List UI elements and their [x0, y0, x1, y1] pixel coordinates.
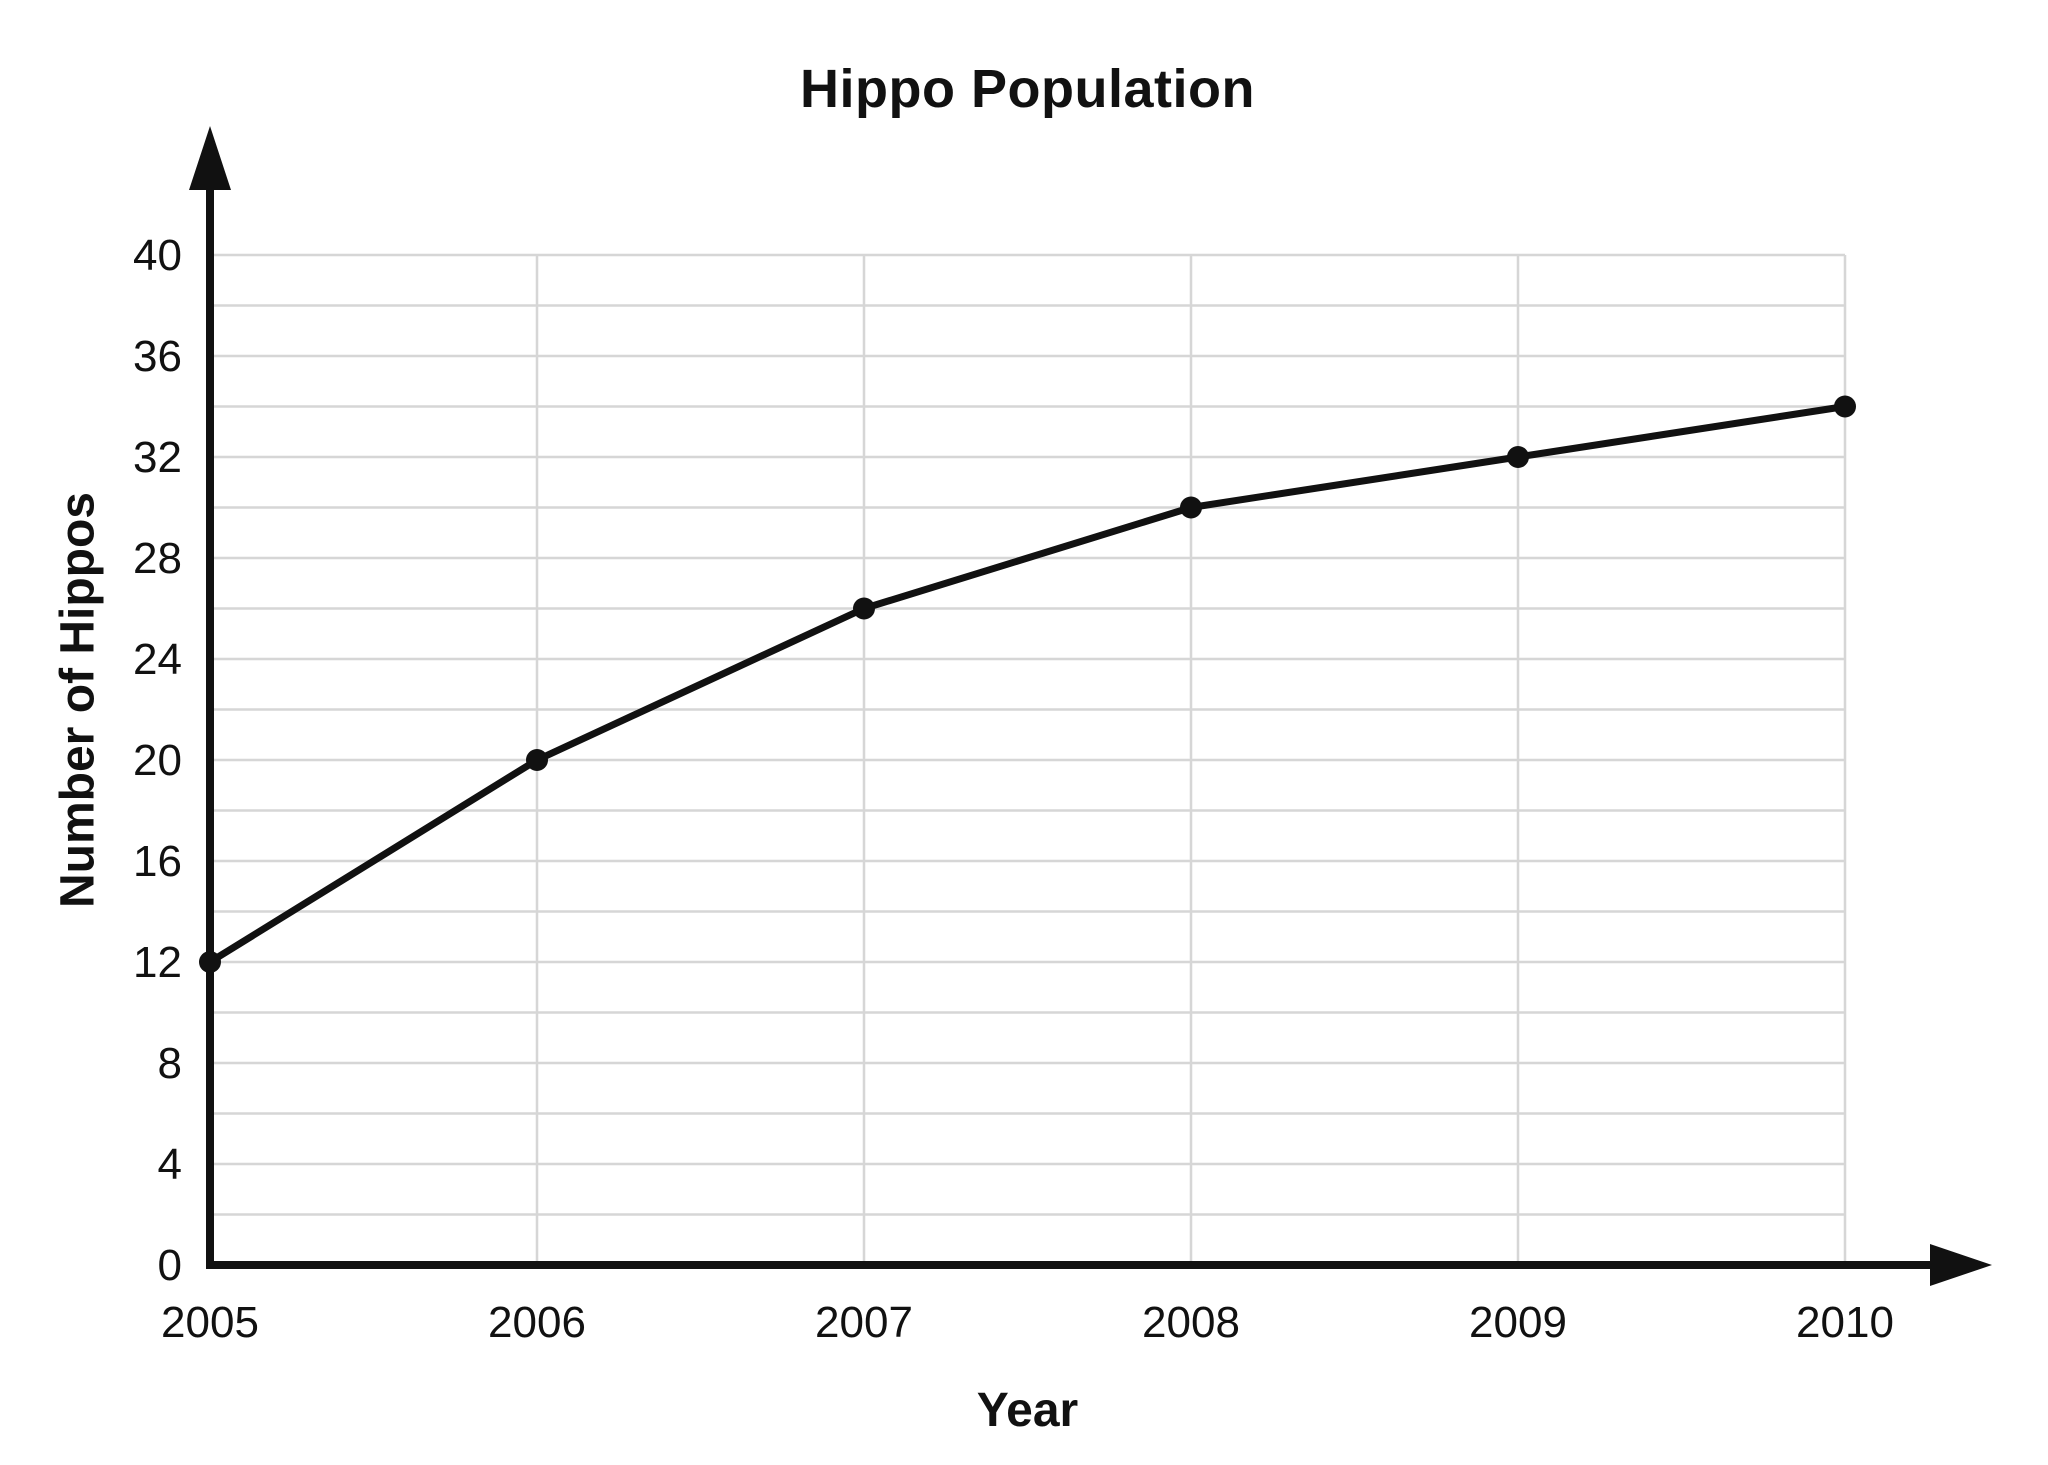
x-tick-label: 2008 — [1142, 1298, 1240, 1347]
y-axis-arrowhead — [189, 126, 231, 190]
y-tick-label: 20 — [133, 736, 182, 785]
y-tick-label: 36 — [133, 332, 182, 381]
data-line — [206, 403, 1849, 966]
data-point — [1834, 395, 1856, 418]
chart-title: Hippo Population — [800, 59, 1255, 119]
y-tick-label: 32 — [133, 433, 182, 482]
y-tick-label: 28 — [133, 534, 182, 583]
data-point — [199, 951, 221, 973]
x-axis-arrowhead — [1930, 1244, 1992, 1286]
data-point — [1507, 446, 1529, 468]
y-tick-label: 0 — [158, 1241, 182, 1290]
data-point — [526, 749, 548, 771]
y-tick-label: 4 — [158, 1140, 182, 1189]
y-tick-label: 12 — [133, 938, 182, 987]
x-tick-label: 2006 — [488, 1298, 586, 1347]
y-tick-label: 16 — [133, 837, 182, 886]
x-tick-label: 2005 — [161, 1298, 259, 1347]
data-point — [1180, 496, 1202, 519]
x-axis-title: Year — [976, 1384, 1079, 1437]
y-tick-label: 8 — [158, 1039, 182, 1088]
y-tick-label: 24 — [133, 635, 182, 684]
x-tick-label: 2007 — [815, 1298, 913, 1347]
data-point — [853, 597, 875, 620]
x-tick-label: 2010 — [1796, 1298, 1894, 1347]
y-tick-label: 40 — [133, 231, 182, 280]
x-tick-label: 2009 — [1469, 1298, 1567, 1347]
